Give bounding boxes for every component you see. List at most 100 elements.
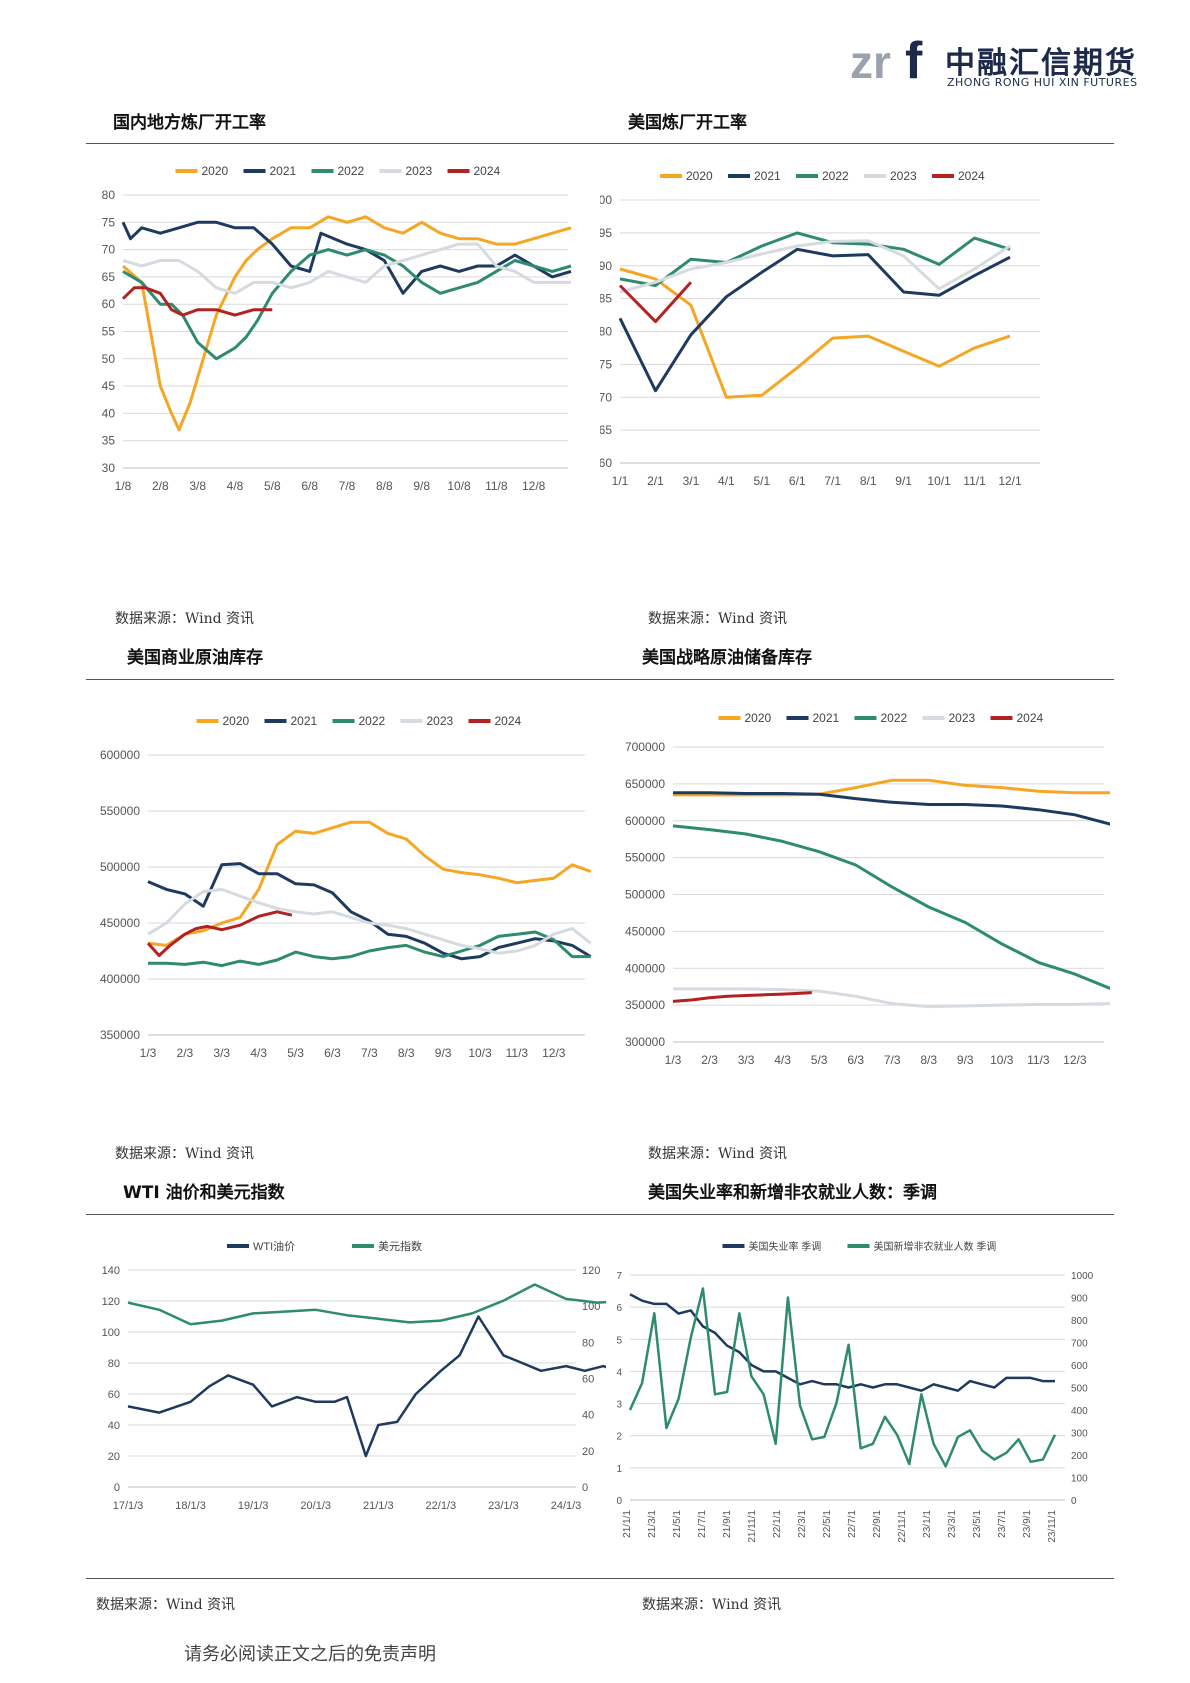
legend-label: 2024 <box>958 169 985 183</box>
chart-us-refinery-utilization: 60 65 70 75 80 85 90 95 100 1/1 2/1 3/1 4/1 5/1 6/1 7/1… <box>600 169 1040 488</box>
x-tick-label: 3/3 <box>213 1046 230 1060</box>
legend-label: 美国新增非农就业人数 季调 <box>874 1240 997 1253</box>
series-line-2024 <box>618 281 693 324</box>
y-tick-label: 60 <box>108 1389 120 1401</box>
x-tick-label: 1/3 <box>665 1053 682 1067</box>
y-right-tick-label: 1000 <box>1071 1271 1094 1282</box>
y-right-tick-label: 700 <box>1071 1339 1088 1350</box>
disclaimer-footer: 请务必阅读正文之后的免责声明 <box>184 1644 436 1665</box>
series-line-2020 <box>122 215 572 432</box>
x-tick-label: 23/9/1 <box>1022 1510 1033 1538</box>
series-line-2021 <box>618 247 1011 393</box>
x-tick-label: 23/3/1 <box>947 1510 958 1538</box>
legend-label: 美元指数 <box>378 1239 422 1253</box>
y-right-tick-label: 120 <box>582 1265 600 1277</box>
y-tick-label: 6 <box>616 1303 622 1314</box>
legend-label: 2020 <box>223 714 250 728</box>
y-tick-label: 85 <box>600 292 612 306</box>
y-tick-label: 600000 <box>100 748 140 762</box>
y-tick-label: 55 <box>102 325 116 339</box>
x-tick-label: 21/1/3 <box>363 1500 394 1512</box>
y-tick-label: 40 <box>108 1420 120 1432</box>
y-tick-label: 65 <box>600 423 612 437</box>
x-tick-label: 4/1 <box>718 474 735 488</box>
x-tick-label: 21/7/1 <box>697 1510 708 1538</box>
legend-label: 2023 <box>890 169 917 183</box>
y-tick-label: 400000 <box>100 972 140 986</box>
x-tick-label: 19/1/3 <box>238 1500 269 1512</box>
y-tick-label: 350000 <box>100 1028 140 1042</box>
panel-title: 美国商业原油库存 <box>127 648 263 668</box>
y-tick-label: 3 <box>616 1400 622 1411</box>
divider <box>86 679 1114 680</box>
divider <box>86 1578 1114 1579</box>
legend-label: 2023 <box>949 711 976 725</box>
y-right-tick-label: 80 <box>582 1337 594 1349</box>
y-tick-label: 0 <box>114 1482 120 1494</box>
legend-label: 2021 <box>270 164 297 178</box>
x-tick-label: 12/8 <box>522 479 546 493</box>
x-tick-label: 7/8 <box>339 479 356 493</box>
x-tick-label: 21/11/1 <box>747 1510 758 1543</box>
data-source: 数据来源：Wind 资讯 <box>96 1597 236 1613</box>
chart-unemployment-nonfarm: 0 1 2 3 4 5 6 7 0 100 200 300 400 500 600 700 800 900 1000… <box>616 1240 1094 1543</box>
x-tick-label: 5/1 <box>753 474 770 488</box>
data-source: 数据来源：Wind 资讯 <box>115 1146 255 1162</box>
x-tick-label: 23/7/1 <box>997 1510 1008 1538</box>
x-tick-label: 22/5/1 <box>822 1510 833 1538</box>
legend-label: 2022 <box>338 164 365 178</box>
y-tick-label: 45 <box>102 379 116 393</box>
x-tick-label: 4/3 <box>774 1053 791 1067</box>
y-tick-label: 300000 <box>625 1035 665 1049</box>
y-tick-label: 95 <box>600 226 612 240</box>
x-tick-label: 22/1/1 <box>772 1510 783 1538</box>
x-tick-label: 23/1/3 <box>488 1500 519 1512</box>
y-right-tick-label: 200 <box>1071 1451 1088 1462</box>
x-tick-label: 12/3 <box>542 1046 566 1060</box>
y-right-tick-label: 100 <box>582 1301 600 1313</box>
x-tick-label: 22/9/1 <box>872 1510 883 1538</box>
y-tick-label: 60 <box>102 297 116 311</box>
y-right-tick-label: 100 <box>1071 1474 1088 1485</box>
x-tick-label: 20/1/3 <box>300 1500 331 1512</box>
x-tick-label: 9/8 <box>413 479 430 493</box>
x-tick-label: 22/11/1 <box>897 1510 908 1543</box>
y-tick-label: 350000 <box>625 998 665 1012</box>
x-tick-label: 5/8 <box>264 479 281 493</box>
x-tick-label: 4/3 <box>250 1046 267 1060</box>
y-tick-label: 90 <box>600 259 612 273</box>
series-line-2023 <box>619 239 1011 294</box>
x-tick-label: 10/3 <box>468 1046 492 1060</box>
y-tick-label: 75 <box>600 357 612 371</box>
x-tick-label: 7/3 <box>884 1053 901 1067</box>
y-tick-label: 70 <box>102 243 116 257</box>
zrf-logo-mark: zr f <box>850 32 923 90</box>
y-tick-label: 0 <box>616 1496 622 1507</box>
brand-name-cn: 中融汇信期货 <box>945 46 1137 81</box>
series-line-2024 <box>146 910 293 957</box>
y-right-tick-label: 20 <box>582 1446 594 1458</box>
x-tick-label: 8/1 <box>860 474 877 488</box>
legend-label: 2024 <box>1017 711 1044 725</box>
data-source: 数据来源：Wind 资讯 <box>642 1597 782 1613</box>
legend-label: 2021 <box>813 711 840 725</box>
brand-logo: zr f 中融汇信期货 ZHONG RONG HUI XIN FUTURES <box>850 28 1137 90</box>
x-tick-label: 22/7/1 <box>847 1510 858 1538</box>
y-tick-label: 65 <box>102 270 116 284</box>
x-tick-label: 6/3 <box>324 1046 341 1060</box>
x-tick-label: 3/1 <box>683 474 700 488</box>
x-tick-label: 1/3 <box>140 1046 157 1060</box>
chart-local-refinery-utilization: 30 35 40 45 50 55 60 65 70 75 80 1/8 2/8 3/8 4/8 5/8 6/8… <box>102 164 572 493</box>
legend-label: 2022 <box>359 714 386 728</box>
y-tick-label: 650000 <box>625 777 665 791</box>
series-line-2020 <box>619 267 1011 399</box>
data-source: 数据来源：Wind 资讯 <box>115 611 255 627</box>
x-tick-label: 11/3 <box>1027 1053 1050 1067</box>
x-tick-label: 10/3 <box>990 1053 1014 1067</box>
y-tick-label: 1 <box>616 1464 622 1475</box>
x-tick-label: 5/3 <box>287 1046 304 1060</box>
series-line-2021 <box>121 220 572 295</box>
legend-label: 2023 <box>406 164 433 178</box>
y-right-tick-label: 600 <box>1071 1361 1088 1372</box>
x-tick-label: 1/8 <box>115 479 132 493</box>
